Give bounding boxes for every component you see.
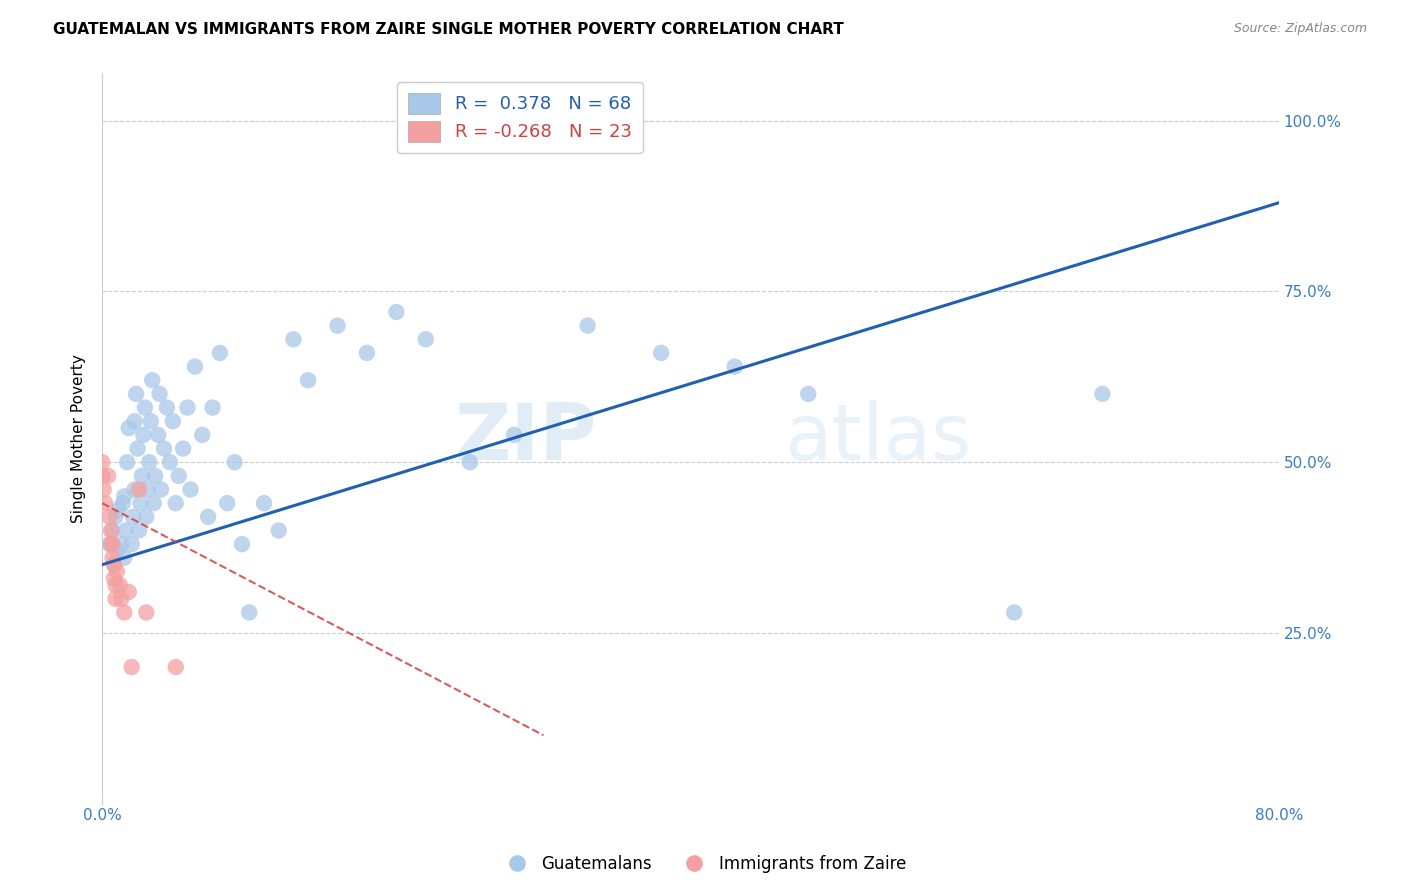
Point	[150, 483, 173, 497]
Point	[112, 550, 135, 565]
Point	[104, 509, 127, 524]
Text: atlas: atlas	[785, 401, 972, 476]
Point	[283, 332, 305, 346]
Point	[135, 606, 157, 620]
Point	[172, 442, 194, 456]
Point	[201, 401, 224, 415]
Point	[108, 578, 131, 592]
Point	[115, 455, 138, 469]
Point	[576, 318, 599, 333]
Point	[208, 346, 231, 360]
Point	[128, 483, 150, 497]
Point	[105, 544, 128, 558]
Point	[184, 359, 207, 374]
Point	[132, 428, 155, 442]
Point	[141, 373, 163, 387]
Point	[98, 537, 121, 551]
Point	[156, 401, 179, 415]
Point	[159, 455, 181, 469]
Point	[112, 606, 135, 620]
Point	[111, 496, 134, 510]
Y-axis label: Single Mother Poverty: Single Mother Poverty	[72, 354, 86, 523]
Point	[127, 442, 149, 456]
Point	[503, 428, 526, 442]
Point	[118, 585, 141, 599]
Point	[100, 524, 122, 538]
Point	[326, 318, 349, 333]
Point	[176, 401, 198, 415]
Point	[162, 414, 184, 428]
Point	[131, 468, 153, 483]
Point	[97, 468, 120, 483]
Point	[107, 503, 129, 517]
Point	[153, 442, 176, 456]
Point	[797, 387, 820, 401]
Legend: R =  0.378   N = 68, R = -0.268   N = 23: R = 0.378 N = 68, R = -0.268 N = 23	[396, 82, 643, 153]
Point	[224, 455, 246, 469]
Text: GUATEMALAN VS IMMIGRANTS FROM ZAIRE SINGLE MOTHER POVERTY CORRELATION CHART: GUATEMALAN VS IMMIGRANTS FROM ZAIRE SING…	[53, 22, 844, 37]
Point	[139, 414, 162, 428]
Point	[179, 483, 201, 497]
Point	[191, 428, 214, 442]
Point	[142, 496, 165, 510]
Point	[93, 483, 115, 497]
Point	[415, 332, 437, 346]
Point	[253, 496, 276, 510]
Point	[267, 524, 290, 538]
Point	[103, 558, 125, 572]
Point	[124, 414, 146, 428]
Point	[124, 483, 146, 497]
Point	[231, 537, 253, 551]
Point	[104, 591, 127, 606]
Point	[114, 524, 136, 538]
Point	[143, 468, 166, 483]
Text: ZIP: ZIP	[454, 401, 596, 476]
Point	[98, 509, 121, 524]
Point	[104, 578, 127, 592]
Point	[724, 359, 747, 374]
Point	[135, 509, 157, 524]
Point	[129, 496, 152, 510]
Point	[103, 571, 125, 585]
Point	[148, 387, 170, 401]
Point	[385, 305, 408, 319]
Point	[134, 401, 156, 415]
Text: Source: ZipAtlas.com: Source: ZipAtlas.com	[1233, 22, 1367, 36]
Point	[101, 550, 124, 565]
Point	[118, 421, 141, 435]
Point	[136, 483, 159, 497]
Point	[94, 496, 117, 510]
Point	[297, 373, 319, 387]
Point	[650, 346, 672, 360]
Point	[112, 489, 135, 503]
Point	[197, 509, 219, 524]
Point	[128, 524, 150, 538]
Point	[121, 660, 143, 674]
Point	[110, 591, 132, 606]
Point	[125, 387, 148, 401]
Point	[91, 455, 114, 469]
Point	[101, 524, 124, 538]
Point	[356, 346, 378, 360]
Point	[138, 455, 160, 469]
Point	[458, 455, 481, 469]
Point	[146, 428, 169, 442]
Point	[1002, 606, 1025, 620]
Point	[105, 565, 128, 579]
Point	[238, 606, 260, 620]
Point	[165, 660, 187, 674]
Point	[122, 509, 145, 524]
Point	[103, 558, 125, 572]
Point	[121, 537, 143, 551]
Point	[165, 496, 187, 510]
Legend: Guatemalans, Immigrants from Zaire: Guatemalans, Immigrants from Zaire	[494, 848, 912, 880]
Point	[91, 468, 114, 483]
Point	[101, 537, 124, 551]
Point	[1091, 387, 1114, 401]
Point	[100, 537, 122, 551]
Point	[110, 537, 132, 551]
Point	[167, 468, 190, 483]
Point	[217, 496, 239, 510]
